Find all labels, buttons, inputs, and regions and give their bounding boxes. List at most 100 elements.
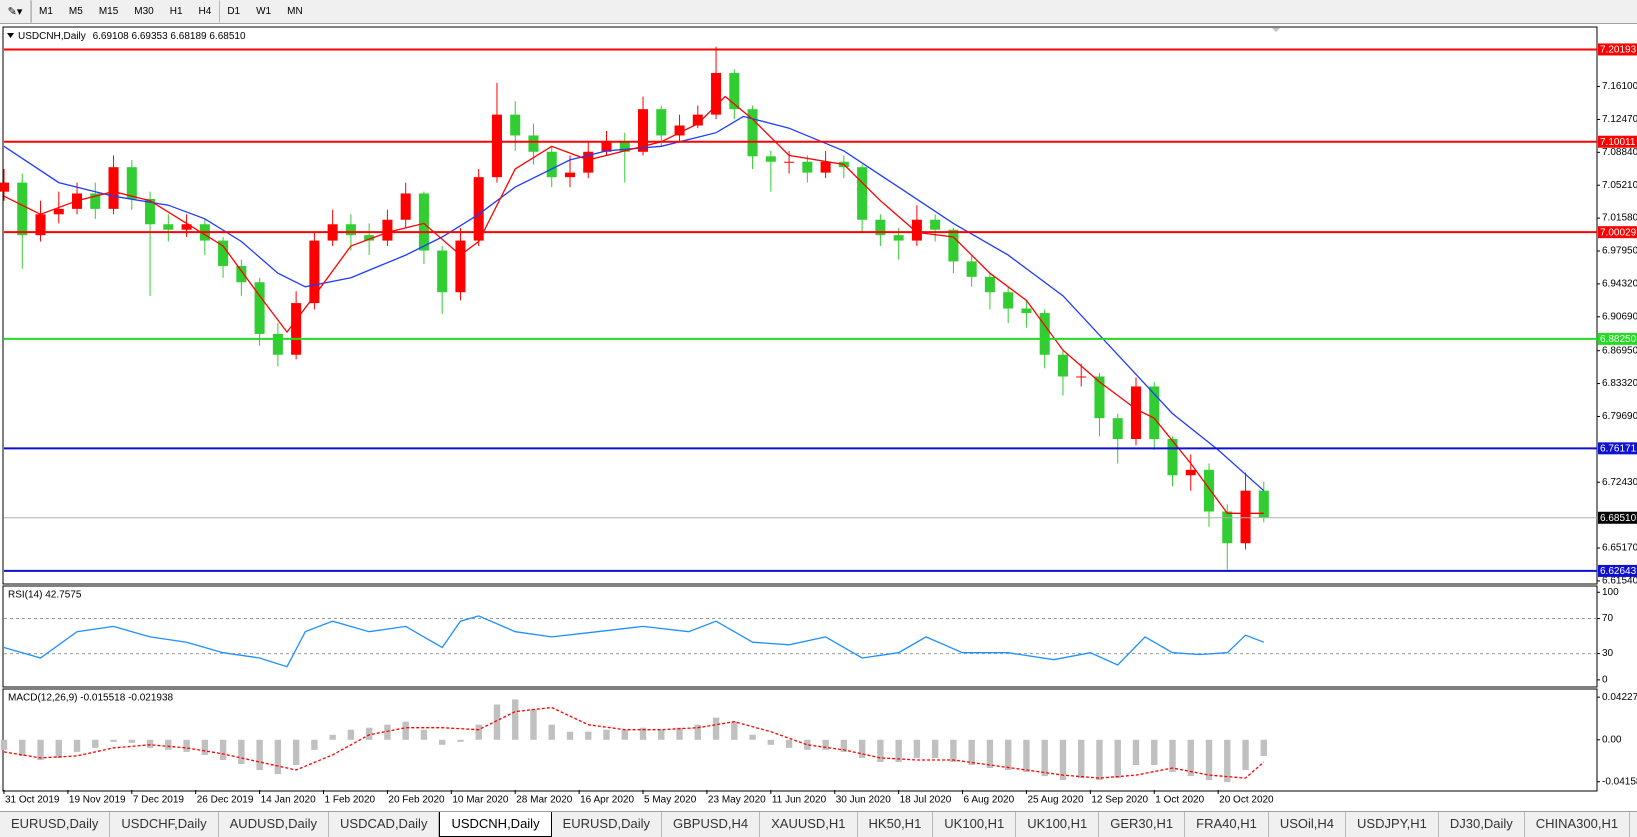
price-level-tag [1598, 135, 1637, 148]
timeframe-button[interactable]: W1 [256, 6, 272, 17]
x-tick-label: 26 Dec 2019 [197, 795, 254, 806]
macd-bar [676, 727, 683, 740]
macd-bar [420, 729, 428, 740]
macd-bar [329, 734, 336, 740]
timeframe-button[interactable]: H1 [169, 6, 183, 17]
chart-tabs: EURUSD,Daily USDCHF,Daily AUDUSD,Daily USDC… [0, 811, 1637, 837]
candle-body [546, 151, 557, 178]
macd-bar [475, 724, 482, 740]
y-tick-label: 6.83320 [1602, 378, 1637, 389]
macd-bar [347, 729, 355, 740]
candle-body [437, 250, 448, 293]
candle-body [90, 193, 101, 209]
x-tick-label: 1 Oct 2020 [1155, 795, 1204, 806]
chart-tab[interactable]: CHINA300,H1 [1525, 812, 1631, 837]
chart-tab[interactable]: USDCAD,Daily [329, 812, 440, 837]
y-tick-label: 6.72430 [1602, 477, 1637, 488]
macd-bar [1114, 739, 1121, 779]
macd-bar [1151, 739, 1158, 765]
price-level-label: 7.10011 [1600, 137, 1636, 148]
chart-tab[interactable]: USDCHF,Daily [110, 812, 219, 837]
chart-tab[interactable]: GER30,H1 [1099, 812, 1186, 837]
chart-window: USDCNH,Daily 6.69108 6.69353 6.68189 6.6… [0, 26, 1637, 806]
chart-tab[interactable]: USDJPY,H1 [1346, 812, 1439, 837]
macd-bar [402, 721, 409, 740]
macd-bar [292, 739, 300, 765]
macd-bar [1078, 739, 1085, 779]
draw-tool[interactable]: ✎▾ [0, 0, 31, 23]
x-tick-label: 12 Sep 2020 [1091, 795, 1148, 806]
timeframe-button[interactable]: M1 [31, 0, 61, 23]
rsi-line [3, 615, 1265, 668]
x-tick-label: 11 Jun 2020 [772, 795, 827, 806]
candle-body [455, 240, 466, 293]
x-tick-label: 16 Apr 2020 [580, 795, 634, 806]
timeframe-button[interactable]: M15 [98, 6, 119, 17]
chart-tab[interactable]: EURUSD,Daily [0, 812, 111, 837]
timeframe-button[interactable]: D1 [219, 0, 248, 23]
price-level-tag [1598, 511, 1637, 524]
macd-bar [1260, 739, 1267, 756]
macd-bar [110, 739, 117, 742]
candle-body [1185, 469, 1196, 476]
macd-bar [19, 739, 26, 756]
candle-body [382, 219, 393, 241]
price-level-tag [1598, 564, 1637, 577]
timeframe-button[interactable]: M30 [134, 6, 154, 17]
timeframe-button[interactable]: H4 [198, 6, 212, 17]
chart-header: USDCNH,Daily 6.69108 6.69353 6.68189 6.6… [18, 31, 246, 42]
chart-tab[interactable]: USOil,H1 [1630, 812, 1637, 837]
macd-bar [55, 739, 62, 758]
macd-bar [1187, 739, 1194, 777]
candle-body [309, 240, 320, 304]
candle-body [1130, 386, 1142, 440]
chart-tab[interactable]: HK50,H1 [858, 812, 934, 837]
macd-bar [311, 739, 318, 750]
macd-bar [566, 731, 574, 740]
chart-tab[interactable]: AUDUSD,Daily [219, 812, 330, 837]
chart-tab[interactable]: FRA40,H1 [1185, 812, 1269, 837]
y-tick-label: 70 [1602, 613, 1614, 624]
macd-bar [895, 739, 902, 762]
candle-body [53, 208, 64, 215]
candle-body [966, 261, 977, 277]
macd-bar [804, 739, 811, 750]
chart-tab[interactable]: GBPUSD,H4 [662, 812, 761, 837]
chart-tab[interactable]: UK100,H1 [1016, 812, 1100, 837]
plot-layer: 7.16100 7.12470 7.08840 7.05210 7.01580 6.979… [0, 43, 1637, 806]
chart-tab[interactable]: EURUSD,Daily [552, 812, 662, 837]
candle-body [893, 235, 904, 241]
macd-bar [913, 739, 921, 758]
macd-bar [585, 731, 592, 740]
x-tick-label: 25 Aug 2020 [1027, 795, 1084, 806]
candle-body [1057, 354, 1068, 377]
candle-body [564, 172, 576, 178]
macd-bar [384, 724, 391, 740]
candle-body [218, 240, 229, 266]
macd-bar [1132, 739, 1140, 765]
y-tick-label: 6.79690 [1602, 411, 1637, 422]
chart-tab[interactable]: UK100,H1 [933, 812, 1017, 837]
timeframe-button[interactable]: MN [287, 6, 303, 17]
price-level-label: 6.88250 [1600, 334, 1637, 345]
macd-bar [822, 739, 829, 750]
timeframe-button[interactable]: M5 [68, 6, 83, 17]
y-tick-label: 0.042275 [1602, 692, 1637, 703]
collapse-arrow[interactable] [7, 33, 14, 38]
y-tick-label: 6.86950 [1602, 345, 1637, 356]
chart-tab[interactable]: DJ30,Daily [1439, 812, 1525, 837]
candle-body [364, 235, 375, 241]
macd-bar [1242, 739, 1249, 771]
price-level-label: 6.62643 [1600, 566, 1637, 577]
chart-tab[interactable]: USOil,H4 [1269, 812, 1347, 837]
chart-tab[interactable]: XAUUSD,H1 [760, 812, 858, 837]
y-tick-label: 0 [1602, 675, 1608, 686]
candle-body [820, 161, 831, 173]
chart-tab[interactable]: USDCNH,Daily [439, 812, 552, 837]
macd-bar [274, 739, 282, 775]
x-tick-label: 30 Jun 2020 [836, 795, 891, 806]
candle-body [181, 224, 192, 230]
candle-body [1003, 292, 1014, 309]
price-level-label: 7.20193 [1600, 45, 1637, 56]
